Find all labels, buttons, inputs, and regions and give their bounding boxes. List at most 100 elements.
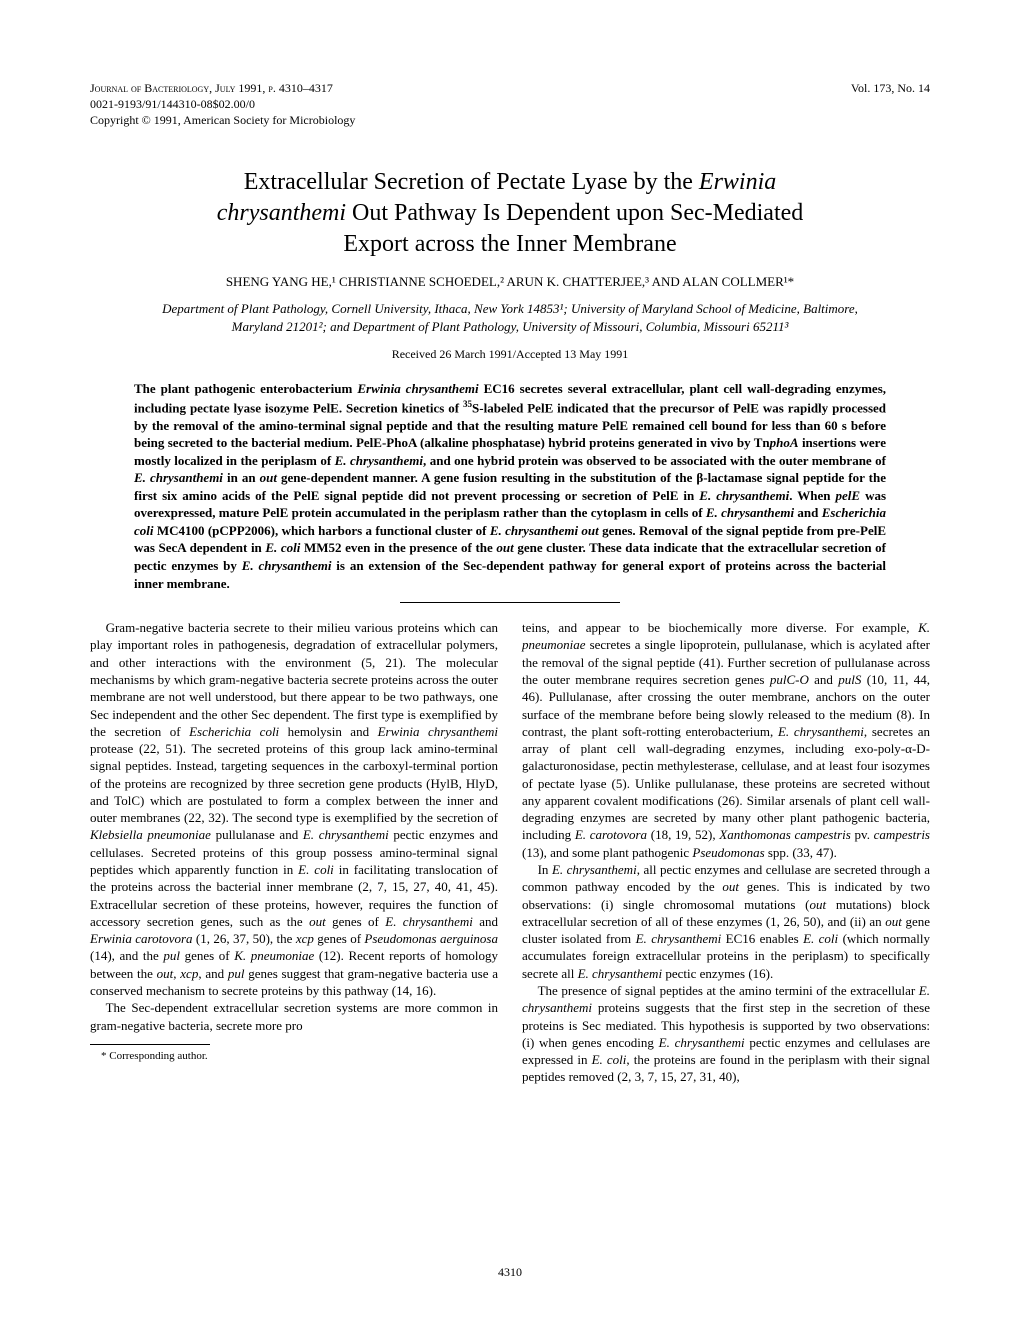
body-italic: E. coli [803,931,838,946]
body-italic: pulC-O [770,672,809,687]
body-italic: pulS [838,672,861,687]
abstract-text: . When [789,488,835,503]
body-italic: E. coli [298,862,334,877]
body-italic: Erwinia carotovora [90,931,193,946]
header-left: Journal of Bacteriology, July 1991, p. 4… [90,80,355,129]
body-italic: E. chrysanthemi [578,966,662,981]
running-header: Journal of Bacteriology, July 1991, p. 4… [90,80,930,129]
abstract-italic: E. coli [265,540,300,555]
abstract-italic: out [260,470,277,485]
body-italic: Erwinia chrysanthemi [378,724,498,739]
body-text: The presence of signal peptides at the a… [538,983,919,998]
body-text: spp. (33, 47). [765,845,837,860]
abstract-text: MC4100 (pCPP2006), which harbors a funct… [154,523,490,538]
abstract-italic: E. chrysanthemi [134,470,223,485]
issn-line: 0021-9193/91/144310-08$02.00/0 [90,96,355,112]
body-paragraph: Gram-negative bacteria secrete to their … [90,619,498,999]
body-text: (14), and the [90,948,163,963]
abstract-text: The plant pathogenic enterobacterium [134,381,357,396]
abstract-italic: pelE [835,488,860,503]
body-italic: E. chrysanthemi [552,862,637,877]
body-text: (13), and some plant pathogenic [522,845,692,860]
body-italic: out [722,879,739,894]
title-italic: chrysanthemi [217,200,346,226]
footnote-rule [90,1044,210,1045]
abstract-text: MM52 even in the presence of the [300,540,496,555]
body-text: The Sec-dependent extracellular secretio… [90,1000,498,1032]
body-italic: out [157,966,174,981]
body-text: genes of [180,948,234,963]
abstract-text: in an [223,470,260,485]
body-text: and [809,672,838,687]
volume-issue: Vol. 173, No. 14 [851,80,930,96]
body-text: EC16 enables [721,931,803,946]
body-paragraph: The presence of signal peptides at the a… [522,982,930,1086]
title-part: Export across the Inner Membrane [343,231,676,257]
body-italic: Pseudomonas [692,845,764,860]
abstract-italic: E. chrysanthemi [335,453,423,468]
received-dates: Received 26 March 1991/Accepted 13 May 1… [90,347,930,362]
abstract-text: and [794,505,822,520]
abstract-italic: phoA [770,435,799,450]
body-italic: E. chrysanthemi [659,1035,745,1050]
body-italic: pul [163,948,180,963]
affiliations: Department of Plant Pathology, Cornell U… [150,300,870,335]
body-text: pv. [851,827,874,842]
body-italic: xcp [180,966,198,981]
body-italic: Escherichia coli [189,724,279,739]
page: Journal of Bacteriology, July 1991, p. 4… [0,0,1020,1320]
body-text: Gram-negative bacteria secrete to their … [90,620,498,739]
abstract-superscript: 35 [463,399,472,409]
body-text: , secretes an array of plant cell wall-d… [522,724,930,843]
body-text: genes of [314,931,365,946]
body-text: pectic enzymes (16). [662,966,773,981]
body-columns: Gram-negative bacteria secrete to their … [90,619,930,1086]
body-italic: E. chrysanthemi [303,827,389,842]
body-italic: E. chrysanthemi [636,931,722,946]
body-text: and [473,914,498,929]
title-part: Out Pathway Is Dependent upon Sec-Mediat… [346,200,803,226]
abstract-italic: Erwinia chrysanthemi [357,381,478,396]
body-text: hemolysin and [279,724,377,739]
abstract-text: , and one hybrid protein was observed to… [423,453,886,468]
body-text: pullulanase and [211,827,303,842]
header-right: Vol. 173, No. 14 [851,80,930,129]
body-italic: E. chrysanthemi [778,724,864,739]
abstract-italic: E. chrysanthemi [706,505,794,520]
body-text: (1, 26, 37, 50), the [193,931,296,946]
body-paragraph: teins, and appear to be biochemically mo… [522,619,930,861]
article-title: Extracellular Secretion of Pectate Lyase… [120,167,900,261]
body-italic: E. coli [592,1052,627,1067]
body-italic: K. pneumoniae [234,948,314,963]
page-number: 4310 [0,1265,1020,1280]
body-paragraph: The Sec-dependent extracellular secretio… [90,999,498,1034]
body-text: , and [198,966,228,981]
body-italic: E. chrysanthemi [385,914,473,929]
body-italic: Xanthomonas campestris [719,827,851,842]
journal-name: Journal of Bacteriology, July 1991, p. 4… [90,80,355,96]
body-italic: E. carotovora [575,827,647,842]
body-italic: campestris [874,827,930,842]
body-text: teins, and appear to be biochemically mo… [522,620,918,635]
body-italic: out [810,897,827,912]
abstract: The plant pathogenic enterobacterium Erw… [134,380,886,592]
body-paragraph: In E. chrysanthemi, all pectic enzymes a… [522,861,930,982]
abstract-italic: E. chrysanthemi [242,558,332,573]
body-italic: out [309,914,326,929]
body-italic: pul [228,966,245,981]
body-italic: Klebsiella pneumoniae [90,827,211,842]
body-text: In [538,862,552,877]
body-italic: xcp [296,931,314,946]
body-italic: out [885,914,902,929]
title-italic: Erwinia [699,169,776,195]
abstract-italic: out [496,540,513,555]
body-text: protease (22, 51). The secreted proteins… [90,741,498,825]
author-list: SHENG YANG HE,¹ CHRISTIANNE SCHOEDEL,² A… [90,274,930,290]
corresponding-author-footnote: * Corresponding author. [90,1049,498,1064]
abstract-italic: E. chrysanthemi out [490,523,599,538]
section-rule [400,602,620,603]
copyright-line: Copyright © 1991, American Society for M… [90,112,355,128]
body-italic: Pseudomonas aerguinosa [364,931,498,946]
body-text: (18, 19, 52), [647,827,719,842]
body-text: genes of [326,914,386,929]
